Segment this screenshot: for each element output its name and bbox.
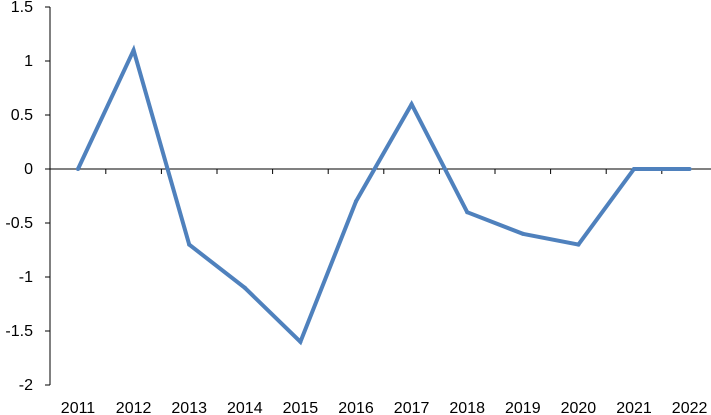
data-point (242, 285, 247, 290)
y-tick-label: 1.5 (11, 0, 33, 16)
data-point (520, 231, 525, 236)
x-tick-label: 2018 (449, 400, 485, 415)
data-point (76, 167, 80, 171)
y-tick-label: -1.5 (5, 323, 33, 340)
y-tick-label: 0 (24, 161, 33, 178)
y-tick-label: -0.5 (5, 215, 33, 232)
data-point (576, 242, 581, 247)
data-point (298, 339, 303, 344)
x-tick-label: 2016 (338, 400, 374, 415)
x-tick-label: 2017 (394, 400, 430, 415)
data-point (187, 242, 192, 247)
y-tick-label: 0.5 (11, 107, 33, 124)
x-tick-label: 2021 (616, 400, 652, 415)
y-tick-label: -1 (19, 269, 33, 286)
series-line (76, 44, 690, 346)
x-tick-label: 2012 (116, 400, 152, 415)
data-point (632, 167, 636, 171)
x-tick-label: 2019 (505, 400, 541, 415)
data-point (465, 210, 470, 215)
data-point (354, 199, 358, 204)
x-tick-label: 2022 (672, 400, 708, 415)
series-group (76, 44, 692, 346)
x-axis: 2011 2012 2013 2014 2015 2016 2017 2018 2019 2020… (50, 168, 711, 415)
x-tick-label: 2020 (561, 400, 597, 415)
data-point (687, 167, 692, 171)
x-tick-label: 2015 (283, 400, 319, 415)
y-axis: 1.5 1 0.5 0 -0.5 -1 -1.5 -2 (5, 0, 51, 394)
x-tick-label: 2011 (61, 400, 96, 415)
y-tick-label: 1 (24, 53, 33, 70)
data-point (131, 48, 136, 53)
x-tick-label: 2014 (227, 400, 263, 415)
data-point (409, 102, 414, 107)
y-tick-label: -2 (19, 377, 33, 394)
x-tick-label: 2013 (171, 400, 207, 415)
